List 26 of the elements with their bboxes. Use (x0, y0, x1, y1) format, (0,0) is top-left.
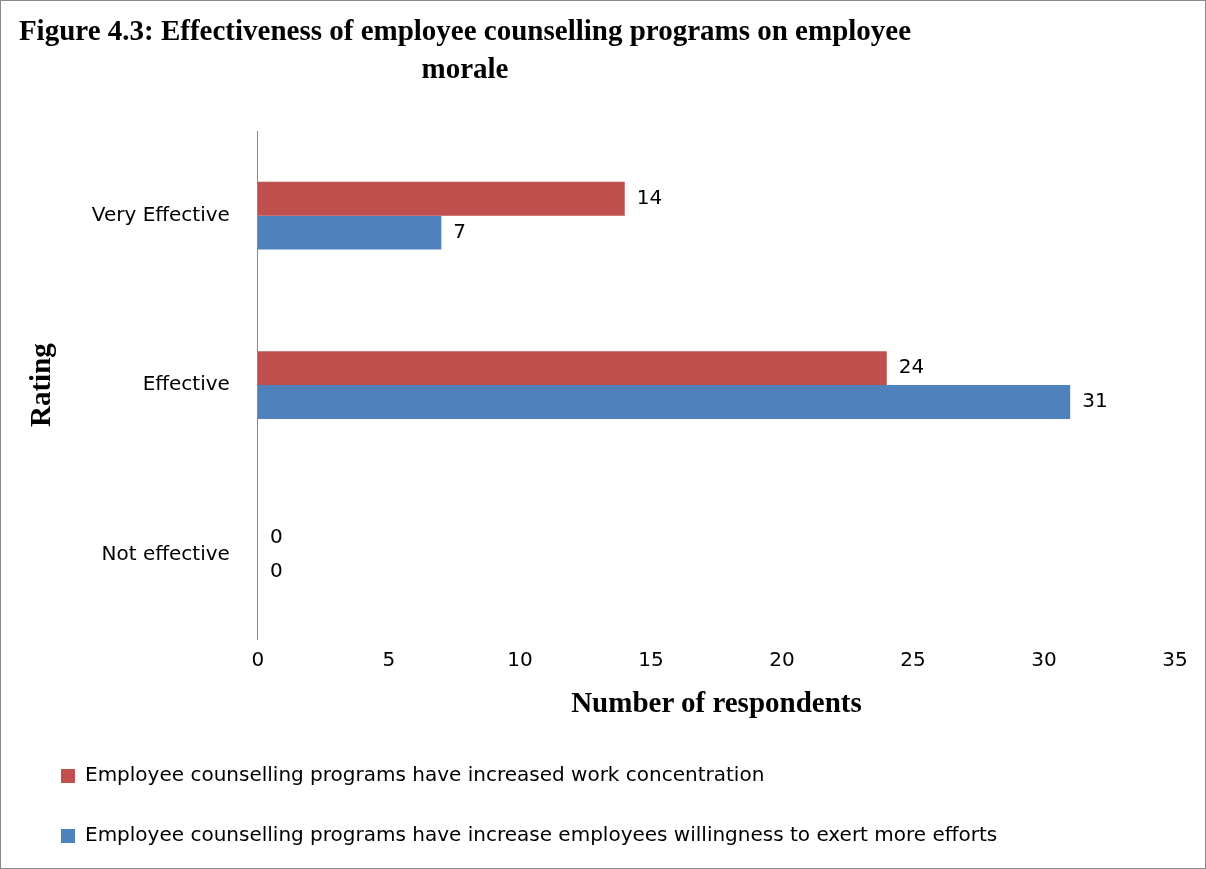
data-label: 7 (453, 218, 467, 243)
bar (257, 215, 442, 250)
bar (257, 351, 887, 386)
bar (257, 181, 625, 216)
x-tick-label: 25 (900, 647, 926, 672)
legend-label: Employee counselling programs have increased work concentration (85, 762, 765, 787)
data-label: 0 (269, 523, 283, 548)
data-label: 0 (269, 557, 283, 582)
y-axis-title: Rating (23, 342, 56, 427)
chart-title: Figure 4.3: Effectiveness of employee counselling programs on employee morale (17, 13, 913, 86)
y-tick-label: Not effective (101, 540, 230, 565)
x-tick-label: 15 (638, 647, 664, 672)
data-label: 24 (898, 354, 925, 379)
legend-label: Employee counselling programs have increase employees willingness to exert more efforts (85, 822, 998, 847)
x-tick-label: 10 (507, 647, 533, 672)
x-tick-label: 20 (769, 647, 795, 672)
x-tick-label: 35 (1162, 647, 1188, 672)
data-label: 14 (636, 184, 663, 209)
y-tick-label: Effective (142, 371, 230, 396)
x-axis-title: Number of respondents (571, 686, 862, 719)
y-tick-label: Very Effective (91, 201, 230, 226)
data-label: 31 (1082, 388, 1108, 413)
x-tick-label: 0 (251, 647, 265, 672)
x-tick-label: 30 (1031, 647, 1057, 672)
x-tick-label: 5 (382, 647, 396, 672)
bar (257, 385, 1071, 419)
